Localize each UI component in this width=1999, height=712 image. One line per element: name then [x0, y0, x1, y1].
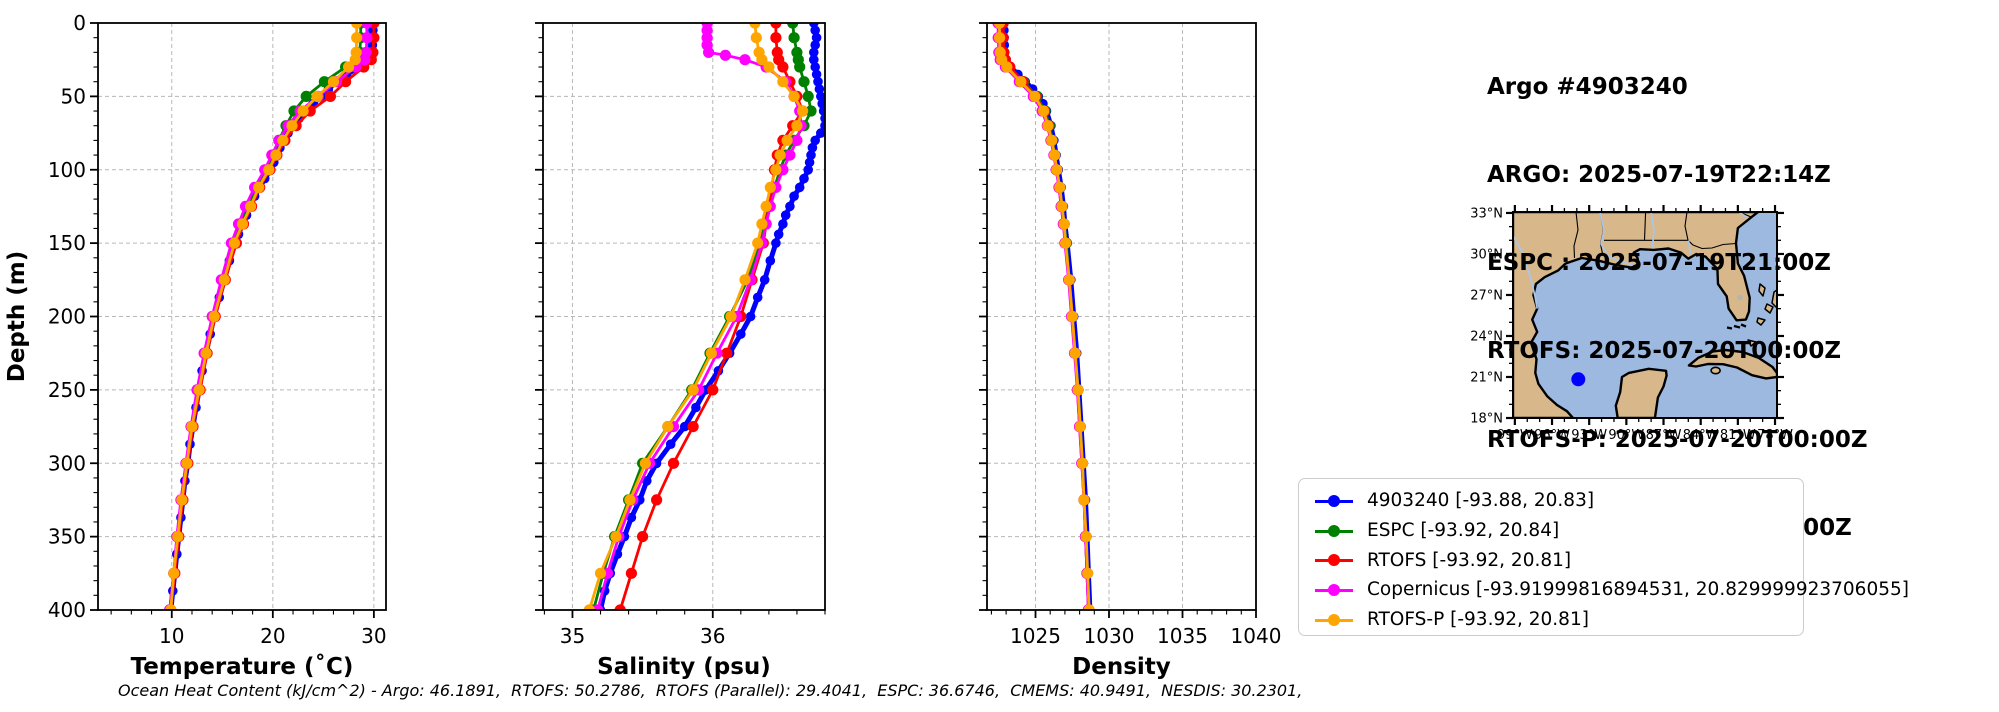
ocean-heat-content-caption: Ocean Heat Content (kJ/cm^2) - Argo: 46.… — [118, 681, 1303, 700]
legend-label: RTOFS-P [-93.92, 20.81] — [1367, 609, 1589, 631]
density-plot: 1025 1030 1035 1040 Density — [979, 22, 1282, 680]
depth-tick-label: 300 — [48, 451, 86, 475]
map-lat-tick-label: 18°N — [1470, 412, 1503, 427]
map-lat-tick-label: 21°N — [1470, 370, 1503, 385]
legend-item-rtofs: RTOFS [-93.92, 20.81] — [1299, 545, 1803, 575]
depth-tick-label: 50 — [61, 84, 86, 108]
map-frame — [1512, 211, 1778, 419]
density-axis-label: Density — [1072, 654, 1171, 680]
timestamp-argo: ARGO: 2025-07-19T22:14Z — [1487, 162, 1831, 189]
depth-axis-label: Depth (m) — [4, 251, 30, 383]
salinity-xtick-label: 35 — [560, 624, 585, 648]
temperature-series-ESPC — [164, 23, 367, 610]
map-land-north-america — [1513, 212, 1760, 418]
map-land-yucatan — [1614, 367, 1668, 418]
map-island — [1756, 317, 1766, 326]
temperature-series-RTOFS-P — [165, 23, 363, 610]
legend-label: RTOFS [-93.92, 20.81] — [1367, 549, 1572, 571]
map-florida-keys — [1726, 326, 1733, 330]
map-florida-keys — [1733, 324, 1741, 329]
legend: 4903240 [-93.88, 20.83] ESPC [-93.92, 20… — [1298, 478, 1909, 636]
depth-tick-label: 250 — [48, 378, 86, 402]
map-area — [1513, 212, 1777, 418]
temperature-axis-label: Temperature (˚C) — [131, 653, 354, 680]
map-lon-tick-label: 87°W — [1646, 428, 1682, 443]
map-lon-tick-label: 90°W — [1608, 428, 1644, 443]
map-lake — [1737, 294, 1743, 301]
density-xtick-label: 1030 — [1084, 624, 1135, 648]
map-river — [1650, 212, 1655, 249]
map-state-border — [1643, 212, 1647, 241]
depth-tick-label: 400 — [48, 598, 86, 622]
density-xtick-label: 1035 — [1157, 624, 1208, 648]
legend-item-copernicus: Copernicus [-93.91999816894531, 20.82999… — [1299, 575, 1909, 605]
map-river — [1687, 240, 1692, 255]
temperature-xtick-label: 30 — [361, 624, 386, 648]
map-lon-tick-label: 78°W — [1757, 428, 1793, 443]
legend-label: ESPC [-93.92, 20.84] — [1367, 520, 1560, 542]
float-position-marker — [1571, 372, 1586, 387]
map-lat-tick-label: 27°N — [1470, 288, 1503, 303]
map-land-cuba — [1687, 348, 1777, 380]
map-island — [1764, 303, 1774, 314]
map-florida-keys — [1740, 323, 1747, 328]
legend-item-rtofs-p: RTOFS-P [-93.92, 20.81] — [1299, 605, 1803, 635]
salinity-xtick-label: 36 — [700, 624, 725, 648]
legend-marker-green — [1315, 524, 1353, 537]
density-xtick-label: 1025 — [1010, 624, 1061, 648]
depth-tick-label: 350 — [48, 525, 86, 549]
map-island — [1710, 366, 1721, 375]
legend-label: 4903240 [-93.88, 20.83] — [1367, 490, 1595, 512]
map-lon-tick-label: 96°W — [1534, 428, 1570, 443]
map-lat-tick-label: 30°N — [1470, 247, 1503, 262]
salinity-series-RTOFS-P — [583, 23, 809, 610]
depth-tick-label: 100 — [48, 158, 86, 182]
timestamp-rtofs-p: RTOFS-P: 2025-07-20T00:00Z — [1487, 426, 1868, 453]
temperature-xtick-label: 20 — [260, 624, 285, 648]
gulf-map: 99°W 96°W 93°W 90°W 87°W 84°W 81°W 78°W 33°N 30°N… — [1470, 205, 1793, 443]
timestamp-rtofs: RTOFS: 2025-07-20T00:00Z — [1487, 338, 1842, 365]
map-lon-tick-label: 84°W — [1683, 428, 1719, 443]
legend-marker-red — [1315, 554, 1353, 567]
legend-label: Copernicus [-93.91999816894531, 20.82999… — [1367, 579, 1909, 601]
depth-tick-label: 150 — [48, 231, 86, 255]
map-lon-tick-label: 81°W — [1720, 428, 1756, 443]
temperature-xtick-label: 10 — [159, 624, 184, 648]
salinity-plot: 35 36 Salinity (psu) — [535, 22, 826, 680]
map-state-border — [1573, 212, 1579, 259]
map-lat-tick-label: 24°N — [1470, 329, 1503, 344]
map-lon-tick-label: 93°W — [1571, 428, 1607, 443]
legend-marker-orange — [1315, 613, 1353, 626]
map-ticks — [1506, 205, 1784, 425]
figure-title: Argo #4903240 — [1487, 73, 1688, 100]
map-lon-labels: 99°W 96°W 93°W 90°W 87°W 84°W 81°W 78°W — [1497, 428, 1793, 443]
salinity-axis-label: Salinity (psu) — [597, 654, 771, 680]
legend-item-espc: ESPC [-93.92, 20.84] — [1299, 516, 1803, 546]
legend-marker-magenta — [1315, 583, 1353, 596]
temperature-plot: 10 20 30050100150200250300350400Temperatur… — [48, 11, 387, 680]
map-river — [1599, 212, 1634, 266]
legend-item-4903240: 4903240 [-93.88, 20.83] — [1299, 486, 1803, 516]
map-island — [1758, 283, 1766, 297]
legend-marker-blue — [1315, 494, 1353, 507]
map-lon-tick-label: 99°W — [1497, 428, 1533, 443]
depth-tick-label: 200 — [48, 305, 86, 329]
map-state-border — [1687, 239, 1737, 250]
map-island — [1747, 339, 1757, 347]
map-lat-labels: 33°N 30°N 27°N 24°N 21°N 18°N — [1470, 206, 1503, 426]
map-lat-tick-label: 33°N — [1470, 206, 1503, 221]
map-river — [1513, 235, 1539, 309]
density-series-RTOFS-P — [993, 23, 1095, 610]
map-state-border — [1684, 212, 1689, 241]
timestamp-espc: ESPC : 2025-07-19T21:00Z — [1487, 250, 1831, 277]
density-xtick-label: 1040 — [1231, 624, 1282, 648]
salinity-series-4903240 — [595, 23, 825, 610]
depth-tick-label: 0 — [73, 11, 86, 35]
profile-plots-svg: 10 20 30050100150200250300350400Temperatur… — [4, 11, 1282, 680]
